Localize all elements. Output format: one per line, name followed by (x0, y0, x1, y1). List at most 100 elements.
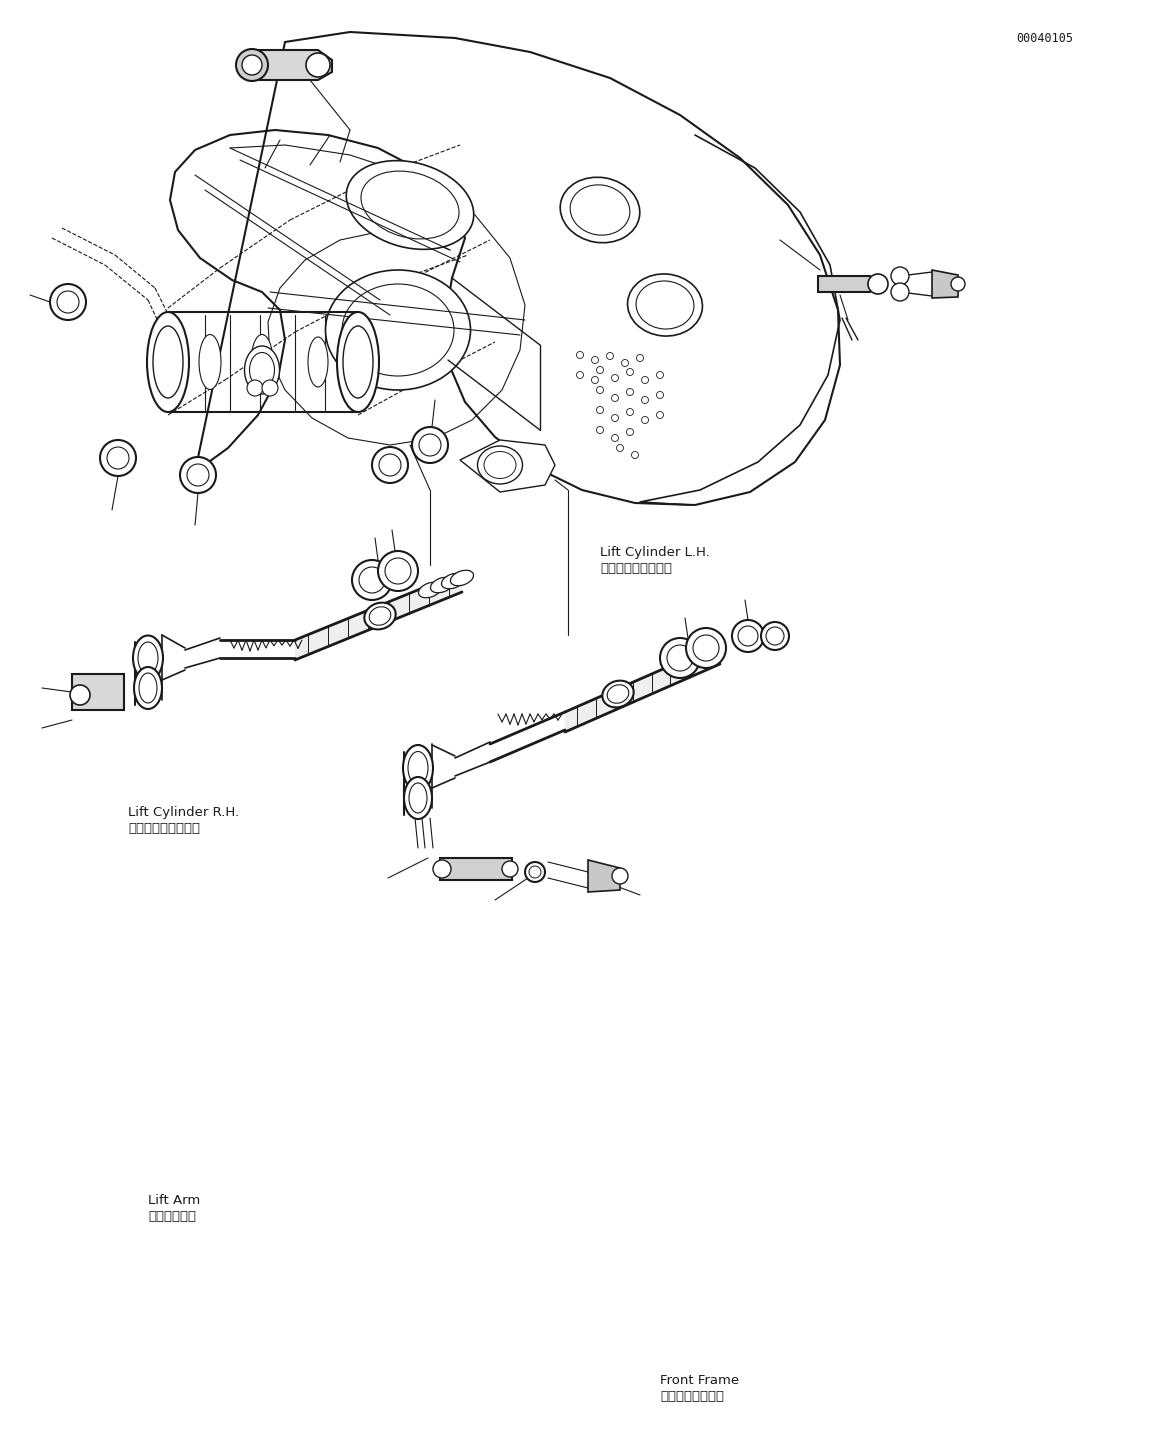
Ellipse shape (154, 325, 183, 398)
Circle shape (262, 380, 278, 396)
Circle shape (107, 447, 129, 469)
Circle shape (642, 376, 649, 383)
Circle shape (627, 428, 634, 435)
Ellipse shape (369, 607, 391, 625)
Ellipse shape (326, 270, 471, 390)
Circle shape (616, 444, 623, 451)
Text: リフトシリンダ　左: リフトシリンダ 左 (600, 562, 672, 576)
Circle shape (739, 626, 758, 646)
Circle shape (891, 283, 909, 301)
Circle shape (627, 369, 634, 376)
Circle shape (187, 464, 209, 486)
Circle shape (359, 567, 385, 593)
Ellipse shape (308, 337, 328, 388)
Polygon shape (461, 440, 555, 492)
Circle shape (57, 291, 79, 312)
Ellipse shape (442, 573, 464, 589)
Circle shape (50, 283, 86, 320)
Polygon shape (588, 860, 620, 892)
Circle shape (761, 622, 789, 651)
Circle shape (891, 268, 909, 285)
Circle shape (632, 451, 638, 458)
Polygon shape (170, 32, 840, 505)
Ellipse shape (561, 178, 640, 243)
Circle shape (502, 860, 518, 878)
Bar (440, 857, 512, 881)
Circle shape (412, 427, 448, 463)
Polygon shape (932, 270, 958, 298)
Ellipse shape (140, 672, 157, 703)
Circle shape (612, 395, 619, 402)
Circle shape (612, 415, 619, 421)
Ellipse shape (404, 745, 433, 791)
Text: Front Frame: Front Frame (659, 1374, 740, 1387)
Circle shape (379, 454, 401, 476)
Ellipse shape (450, 570, 473, 586)
Ellipse shape (408, 752, 428, 785)
Circle shape (525, 862, 545, 882)
Circle shape (686, 628, 726, 668)
Ellipse shape (404, 777, 431, 818)
Ellipse shape (199, 334, 221, 389)
Circle shape (732, 620, 764, 652)
Circle shape (636, 354, 643, 362)
Ellipse shape (361, 171, 459, 239)
Circle shape (668, 645, 693, 671)
Text: Lift Arm: Lift Arm (148, 1194, 200, 1207)
Circle shape (70, 685, 90, 706)
Circle shape (612, 375, 619, 382)
Circle shape (656, 372, 664, 379)
Ellipse shape (342, 283, 454, 376)
Circle shape (612, 434, 619, 441)
Ellipse shape (570, 185, 630, 236)
Ellipse shape (430, 577, 454, 593)
Ellipse shape (134, 667, 162, 709)
Ellipse shape (636, 281, 694, 330)
Circle shape (627, 389, 634, 396)
Circle shape (180, 457, 216, 493)
Text: Lift Cylinder L.H.: Lift Cylinder L.H. (600, 547, 709, 560)
Circle shape (597, 366, 604, 373)
Ellipse shape (133, 635, 163, 681)
Circle shape (242, 55, 262, 75)
Circle shape (627, 409, 634, 415)
Ellipse shape (343, 325, 373, 398)
Text: リフトアーム: リフトアーム (148, 1210, 197, 1223)
Circle shape (378, 551, 418, 591)
Ellipse shape (337, 312, 379, 412)
Text: Lift Cylinder R.H.: Lift Cylinder R.H. (128, 805, 240, 818)
Ellipse shape (628, 273, 702, 335)
Circle shape (656, 392, 664, 399)
Circle shape (766, 628, 784, 645)
Text: リフトシリンダ　右: リフトシリンダ 右 (128, 821, 200, 834)
Circle shape (612, 868, 628, 884)
Circle shape (693, 635, 719, 661)
Ellipse shape (250, 353, 274, 388)
Circle shape (642, 396, 649, 403)
Ellipse shape (347, 161, 473, 249)
Ellipse shape (147, 312, 190, 412)
Circle shape (951, 278, 965, 291)
Ellipse shape (244, 346, 279, 393)
Ellipse shape (364, 603, 395, 629)
Circle shape (236, 49, 267, 81)
Circle shape (597, 386, 604, 393)
Circle shape (606, 353, 614, 360)
Ellipse shape (602, 681, 634, 707)
Ellipse shape (607, 685, 629, 703)
Polygon shape (250, 51, 331, 80)
Ellipse shape (409, 782, 427, 813)
Circle shape (592, 357, 599, 363)
Bar (72, 674, 124, 710)
Circle shape (306, 54, 330, 77)
Ellipse shape (419, 583, 442, 597)
Circle shape (529, 866, 541, 878)
Circle shape (659, 638, 700, 678)
Circle shape (385, 558, 411, 584)
Circle shape (372, 447, 408, 483)
Ellipse shape (484, 451, 516, 479)
Ellipse shape (138, 642, 158, 674)
Polygon shape (565, 643, 720, 732)
Circle shape (597, 427, 604, 434)
Circle shape (597, 406, 604, 414)
